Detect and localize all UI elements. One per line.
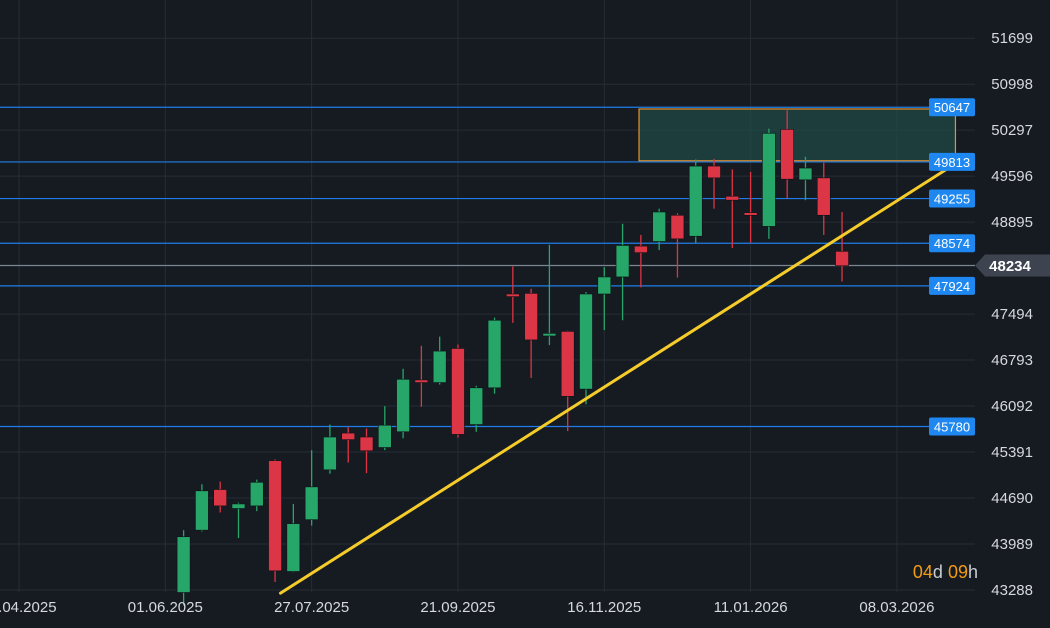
candle-body-up [798, 167, 813, 181]
x-tick-label: 11.01.2026 [714, 599, 788, 616]
candle-body-down [414, 379, 429, 383]
y-tick-label: 50998 [991, 76, 1033, 93]
candle-body-down [268, 460, 282, 572]
candle-body-up [652, 211, 666, 242]
current-price-tag [975, 254, 1050, 277]
candle-body-up [469, 387, 484, 425]
y-tick-label: 51699 [991, 30, 1033, 47]
candle-countdown: 04d 09h [913, 562, 978, 583]
candle-body-down [560, 331, 575, 397]
candle-body-up [432, 350, 447, 383]
candle-body-up [688, 165, 703, 237]
candle-body-up [323, 436, 337, 471]
candle-body-down [634, 245, 648, 253]
level-label: 49813 [934, 155, 970, 170]
level-label-bg [929, 234, 975, 253]
x-tick-label: 01.06.2025 [128, 599, 203, 616]
candle-body-up [762, 132, 776, 227]
countdown-days: 04 [912, 562, 933, 582]
y-tick-label: 47494 [991, 306, 1033, 323]
level-label: 47924 [934, 279, 970, 294]
candle-body-down [451, 348, 465, 435]
candle-body-down [707, 165, 721, 179]
candle-body-up [249, 481, 264, 507]
candle-body-up [542, 333, 557, 337]
x-tick-label: 06.04.2025 [0, 599, 57, 616]
level-label-bg [929, 417, 975, 436]
level-label: 49255 [934, 192, 970, 207]
candle-body-down [341, 432, 356, 440]
y-tick-label: 45391 [991, 444, 1033, 461]
trendline [279, 163, 956, 595]
candle-body-up [195, 490, 209, 531]
candle-body-down [506, 293, 520, 297]
candle-body-up [286, 523, 301, 572]
y-tick-label: 43288 [991, 582, 1033, 599]
x-tick-label: 08.03.2026 [859, 599, 934, 616]
candle-body-up [304, 486, 319, 520]
candle-body-down [816, 177, 831, 216]
candle-body-down [835, 251, 849, 267]
current-price-label: 48234 [989, 258, 1031, 275]
candle-body-up [231, 503, 246, 509]
level-label: 48574 [934, 236, 970, 251]
level-label: 50647 [934, 100, 970, 115]
y-tick-label: 44690 [991, 490, 1033, 507]
candle-body-up [176, 536, 191, 593]
candle-body-down [743, 212, 758, 216]
candle-body-down [524, 293, 538, 341]
x-tick-label: 16.11.2025 [567, 599, 641, 616]
candle-body-up [615, 245, 630, 278]
candle-body-up [579, 293, 593, 390]
level-label-bg [929, 276, 975, 295]
candle-body-down [780, 129, 794, 180]
level-label-bg [929, 152, 975, 171]
y-tick-label: 49596 [991, 168, 1033, 185]
level-label-bg [929, 98, 975, 117]
y-tick-label: 50297 [991, 122, 1033, 139]
countdown-hours: 09 [947, 562, 968, 582]
candle-body-down [213, 489, 227, 507]
candle-body-down [359, 436, 374, 452]
y-tick-label: 43989 [991, 536, 1033, 553]
countdown-hours-unit: h [967, 562, 978, 582]
candle-body-up [487, 319, 502, 389]
y-tick-label: 48895 [991, 214, 1033, 231]
level-label-bg [929, 189, 975, 208]
countdown-days-unit: d [932, 562, 943, 582]
y-tick-label: 46793 [991, 352, 1033, 369]
candle-body-up [396, 378, 410, 433]
candle-body-up [597, 276, 612, 295]
candle-body-up [377, 424, 392, 448]
x-tick-label: 21.09.2025 [420, 599, 495, 616]
resistance-zone [638, 108, 957, 162]
x-tick-label: 27.07.2025 [274, 599, 349, 616]
candle-body-down [670, 214, 685, 240]
level-label: 45780 [934, 420, 970, 435]
y-tick-label: 46092 [991, 398, 1033, 415]
candle-body-down [725, 195, 740, 201]
